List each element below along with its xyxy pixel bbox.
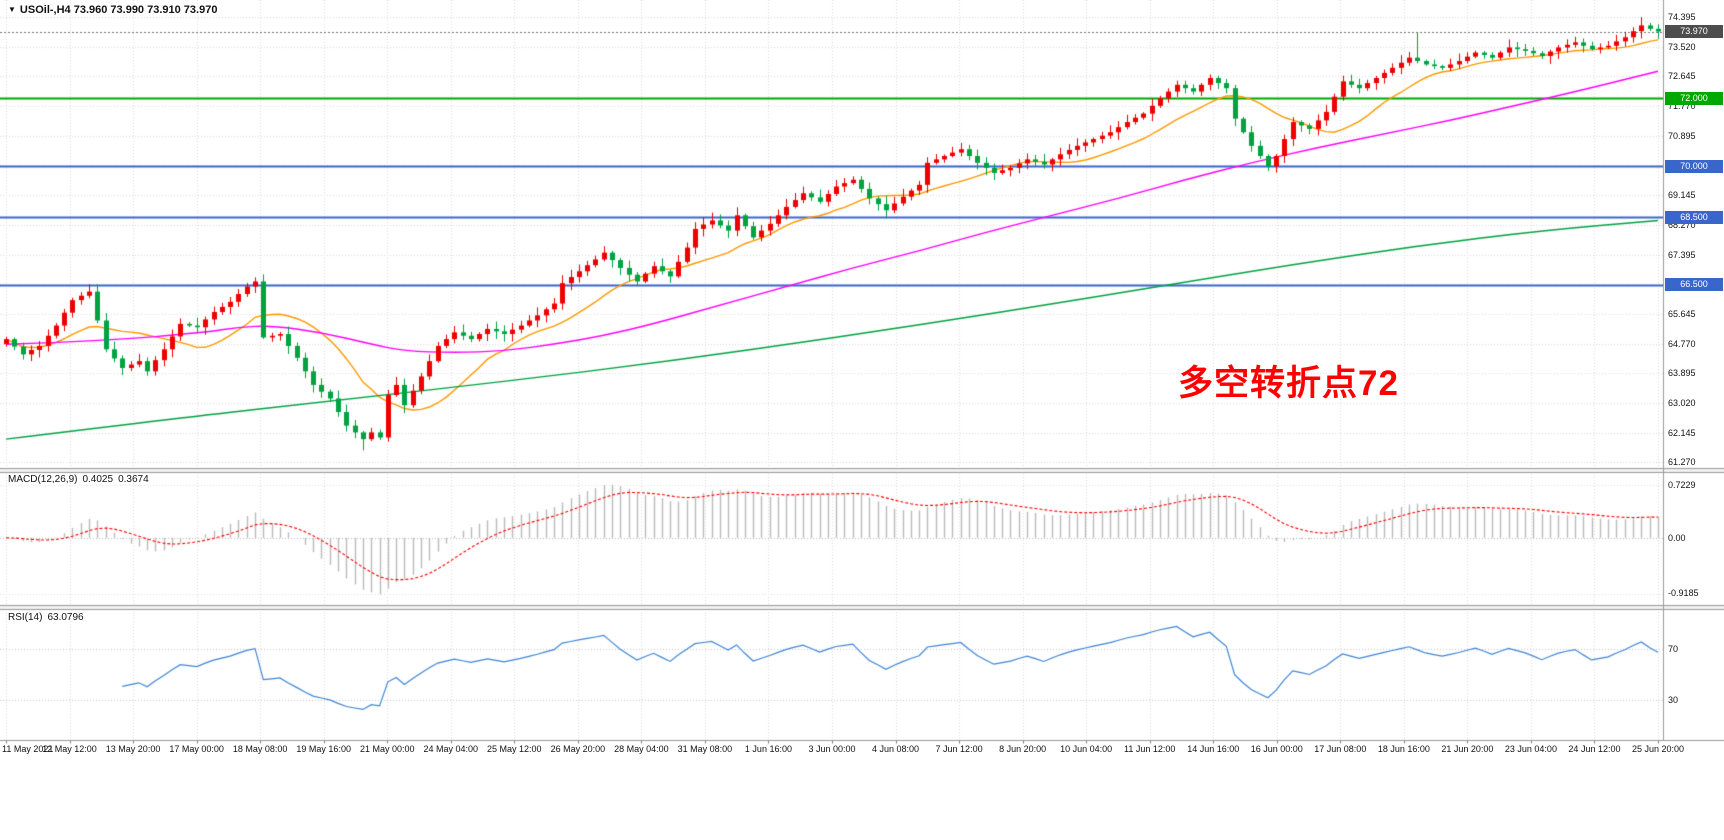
trading-chart-window: ▼ USOil-,H4 73.960 73.990 73.910 73.970 M… [0, 0, 1724, 840]
candlestick-chart-canvas[interactable] [0, 0, 1724, 840]
